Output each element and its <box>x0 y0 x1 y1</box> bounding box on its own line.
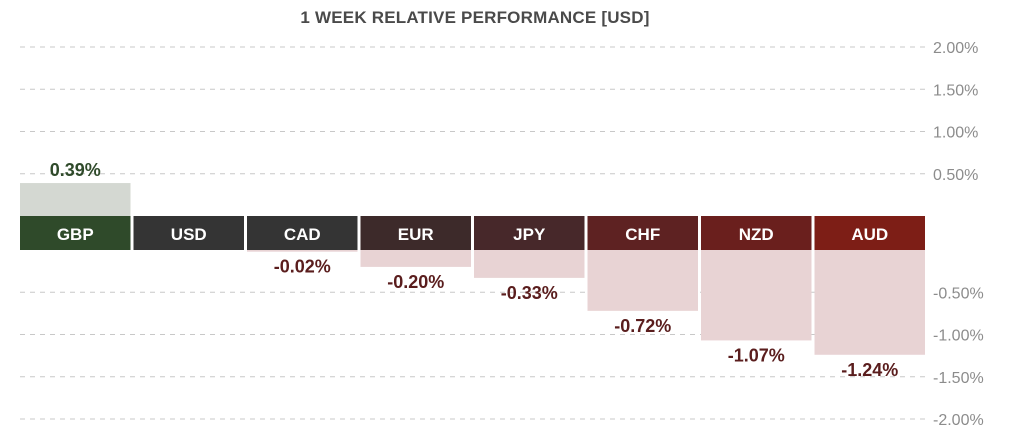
category-box-eur <box>360 216 471 250</box>
category-label: CHF <box>625 225 660 244</box>
category-label: JPY <box>513 225 546 244</box>
category-box-gbp <box>20 216 131 250</box>
category-box-cad <box>247 216 358 250</box>
category-label: EUR <box>398 225 434 244</box>
bar-jpy <box>474 250 585 278</box>
category-box-aud <box>814 216 925 250</box>
category-label: AUD <box>851 225 888 244</box>
y-tick-label: -0.50% <box>933 285 984 302</box>
category-box-nzd <box>701 216 812 250</box>
y-tick-label: -2.00% <box>933 412 984 429</box>
y-axis-ticks: 2.00% 1.50% 1.00% 0.50% -0.50% -1.00% -1.50% -2… <box>933 40 984 429</box>
bar-cad <box>247 250 358 252</box>
category-label: USD <box>171 225 207 244</box>
bars <box>20 183 925 355</box>
value-label: -0.02% <box>274 257 331 277</box>
value-label: -1.24% <box>841 360 898 380</box>
category-labels: GBP USD CAD EUR JPY CHF NZD AUD <box>20 216 925 250</box>
bar-nzd <box>701 250 812 341</box>
category-box-jpy <box>474 216 585 250</box>
value-label: -0.72% <box>614 316 671 336</box>
category-label: GBP <box>57 225 94 244</box>
grid-lines <box>20 46 925 420</box>
bar-aud <box>814 250 925 355</box>
bar-chf <box>587 250 698 311</box>
category-box-chf <box>587 216 698 250</box>
value-label: -0.33% <box>501 283 558 303</box>
y-tick-label: 1.00% <box>933 125 978 142</box>
bar-gbp <box>20 183 131 216</box>
category-box-usd <box>133 216 244 250</box>
bar-eur <box>360 250 471 267</box>
category-label: CAD <box>284 225 321 244</box>
chart-title: 1 WEEK RELATIVE PERFORMANCE [USD] <box>300 8 650 27</box>
y-tick-label: 1.50% <box>933 82 978 99</box>
y-tick-label: 0.50% <box>933 167 978 184</box>
value-label: -1.07% <box>728 345 785 365</box>
category-label: NZD <box>739 225 774 244</box>
y-tick-label: -1.00% <box>933 328 984 345</box>
value-labels: 0.39% -0.02% -0.20% -0.33% -0.72% -1.07% -1.24… <box>50 160 899 380</box>
y-tick-label: -1.50% <box>933 370 984 387</box>
value-label: 0.39% <box>50 160 101 180</box>
value-label: -0.20% <box>387 272 444 292</box>
y-tick-label: 2.00% <box>933 40 978 57</box>
